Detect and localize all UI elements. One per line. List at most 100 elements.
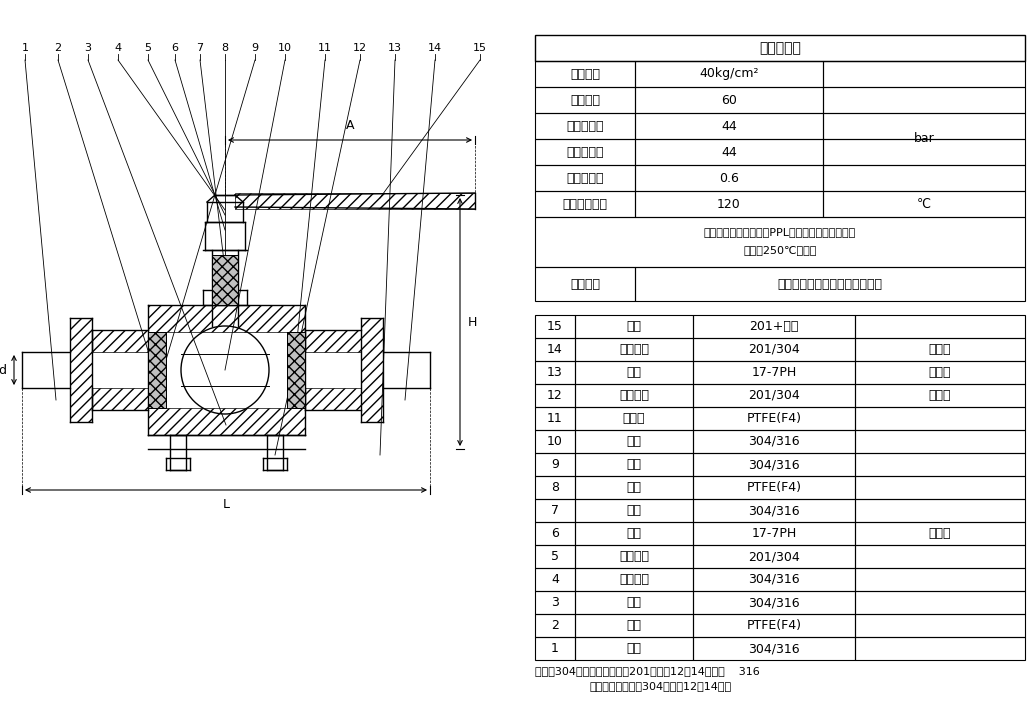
Bar — [693, 637, 855, 660]
Bar — [855, 637, 1025, 660]
Text: 3: 3 — [85, 43, 92, 53]
Bar — [855, 384, 1025, 407]
Text: 14: 14 — [428, 43, 442, 53]
Bar — [855, 614, 1025, 637]
Text: 垫片: 垫片 — [626, 619, 641, 632]
Text: bar: bar — [913, 133, 935, 145]
Bar — [535, 384, 575, 407]
Bar — [855, 591, 1025, 614]
Text: 六角螺栓: 六角螺栓 — [619, 550, 649, 563]
Text: 2: 2 — [55, 43, 62, 53]
Bar — [693, 591, 855, 614]
Text: 12: 12 — [353, 43, 367, 53]
Bar — [535, 61, 635, 87]
Bar — [287, 332, 305, 408]
Bar — [575, 499, 693, 522]
Text: 通用介质: 通用介质 — [570, 277, 600, 290]
Text: 304/316: 304/316 — [748, 596, 800, 609]
Bar — [855, 522, 1025, 545]
Bar — [535, 113, 635, 139]
Bar — [535, 568, 575, 591]
Bar — [148, 332, 166, 408]
Bar — [575, 407, 693, 430]
Bar — [575, 338, 693, 361]
Text: 11: 11 — [547, 412, 563, 425]
Bar — [693, 315, 855, 338]
Text: 201/304: 201/304 — [748, 343, 800, 356]
Text: 最高工作温度: 最高工作温度 — [563, 198, 607, 210]
Text: 标准件: 标准件 — [929, 343, 951, 356]
Text: 材质配的标准件为304材质（12、14项）: 材质配的标准件为304材质（12、14项） — [590, 681, 732, 691]
Text: 拉紧螺杆: 拉紧螺杆 — [619, 389, 649, 402]
Bar — [535, 191, 635, 217]
Bar — [535, 637, 575, 660]
Text: PTFE(F4): PTFE(F4) — [747, 481, 802, 494]
Bar — [635, 139, 823, 165]
Text: 14: 14 — [547, 343, 563, 356]
Text: 304/316: 304/316 — [748, 435, 800, 448]
Text: 6: 6 — [171, 43, 179, 53]
Text: ℃: ℃ — [917, 198, 931, 210]
Bar — [92, 388, 148, 410]
Text: 120: 120 — [717, 198, 741, 210]
Bar — [535, 614, 575, 637]
Bar — [575, 568, 693, 591]
Bar — [823, 113, 1025, 139]
Text: 9: 9 — [551, 458, 559, 471]
Text: 10: 10 — [278, 43, 292, 53]
Bar — [575, 315, 693, 338]
Bar — [535, 453, 575, 476]
Bar — [693, 499, 855, 522]
Bar — [535, 165, 635, 191]
Bar — [693, 430, 855, 453]
Bar — [693, 568, 855, 591]
Text: PTFE(F4): PTFE(F4) — [747, 619, 802, 632]
Bar — [535, 315, 575, 338]
Text: 201+塑料: 201+塑料 — [749, 320, 799, 333]
Text: 水、油、气、一般腐蚀性介质等: 水、油、气、一般腐蚀性介质等 — [778, 277, 882, 290]
Bar — [535, 407, 575, 430]
Text: 40kg/cm²: 40kg/cm² — [699, 68, 759, 80]
Bar — [693, 522, 855, 545]
Bar — [575, 545, 693, 568]
Text: 六角螺母: 六角螺母 — [619, 343, 649, 356]
Text: 9: 9 — [251, 43, 258, 53]
Bar — [148, 408, 305, 435]
Bar — [855, 453, 1025, 476]
Text: 8: 8 — [551, 481, 559, 494]
Text: 1: 1 — [551, 642, 559, 655]
Bar — [823, 191, 1025, 217]
Bar — [535, 35, 1025, 61]
Bar — [575, 637, 693, 660]
Bar — [635, 87, 823, 113]
Bar — [234, 193, 475, 209]
Text: A: A — [346, 119, 354, 132]
Text: 201/304: 201/304 — [748, 389, 800, 402]
Bar — [855, 315, 1025, 338]
Bar — [635, 113, 823, 139]
Text: 备注：304材质配的标准件为201材质（12、14项），    316: 备注：304材质配的标准件为201材质（12、14项）， 316 — [535, 666, 759, 676]
Bar — [575, 430, 693, 453]
Text: L: L — [222, 498, 229, 511]
Text: 弹垫: 弹垫 — [626, 366, 641, 379]
Bar — [855, 545, 1025, 568]
Text: 17-7PH: 17-7PH — [751, 527, 796, 540]
Text: 并紧螺母: 并紧螺母 — [619, 573, 649, 586]
Bar — [535, 361, 575, 384]
Bar — [535, 217, 1025, 267]
Text: 13: 13 — [388, 43, 402, 53]
Bar — [575, 384, 693, 407]
Text: 12: 12 — [547, 389, 563, 402]
Bar — [575, 476, 693, 499]
Bar — [535, 545, 575, 568]
Bar — [535, 499, 575, 522]
Text: 2: 2 — [551, 619, 559, 632]
Text: 13: 13 — [547, 366, 563, 379]
Bar — [693, 361, 855, 384]
Bar — [855, 476, 1025, 499]
Text: 阀杆: 阀杆 — [626, 504, 641, 517]
Text: 密封圈: 密封圈 — [623, 412, 646, 425]
Bar — [693, 476, 855, 499]
Bar — [855, 430, 1025, 453]
Bar — [693, 614, 855, 637]
